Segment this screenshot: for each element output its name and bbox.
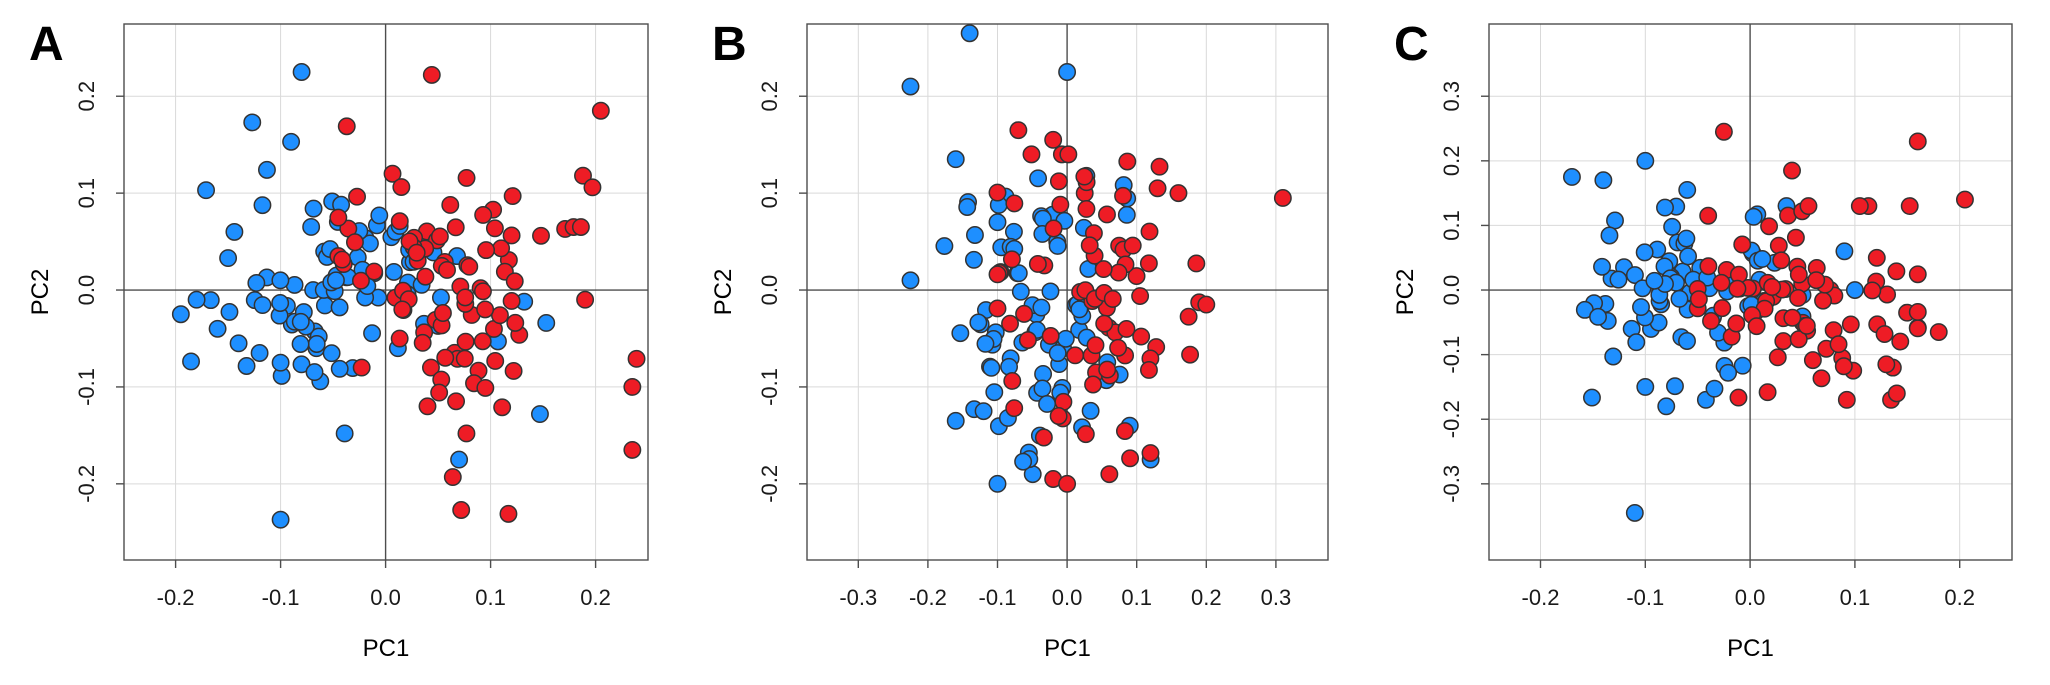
svg-text:0.1: 0.1 — [1840, 585, 1871, 610]
svg-text:0.2: 0.2 — [1944, 585, 1975, 610]
svg-text:PC1: PC1 — [1044, 635, 1091, 662]
svg-text:0.3: 0.3 — [1439, 81, 1464, 112]
svg-text:0.0: 0.0 — [1052, 585, 1083, 610]
svg-text:-0.1: -0.1 — [74, 368, 99, 406]
svg-text:-0.2: -0.2 — [1439, 400, 1464, 438]
svg-text:0.2: 0.2 — [1439, 146, 1464, 177]
svg-text:0.0: 0.0 — [74, 275, 99, 306]
svg-text:0.0: 0.0 — [757, 275, 782, 306]
svg-text:0.1: 0.1 — [1439, 210, 1464, 241]
svg-text:0.0: 0.0 — [1735, 585, 1766, 610]
svg-text:-0.3: -0.3 — [1439, 465, 1464, 503]
svg-text:A: A — [29, 18, 64, 71]
svg-text:B: B — [712, 18, 747, 71]
svg-text:PC2: PC2 — [710, 269, 737, 316]
svg-text:-0.1: -0.1 — [1626, 585, 1664, 610]
svg-text:-0.1: -0.1 — [979, 585, 1017, 610]
svg-text:PC2: PC2 — [1392, 269, 1419, 316]
svg-text:C: C — [1394, 18, 1429, 71]
svg-text:0.0: 0.0 — [370, 585, 401, 610]
svg-text:0.3: 0.3 — [1261, 585, 1292, 610]
svg-text:0.1: 0.1 — [1121, 585, 1152, 610]
svg-text:0.1: 0.1 — [475, 585, 506, 610]
svg-text:0.2: 0.2 — [757, 81, 782, 112]
svg-text:-0.2: -0.2 — [909, 585, 947, 610]
svg-text:-0.3: -0.3 — [839, 585, 877, 610]
svg-text:0.2: 0.2 — [580, 585, 611, 610]
svg-text:-0.2: -0.2 — [157, 585, 195, 610]
svg-text:-0.1: -0.1 — [262, 585, 300, 610]
svg-text:-0.1: -0.1 — [1439, 336, 1464, 374]
svg-text:PC1: PC1 — [1727, 635, 1774, 662]
svg-text:0.2: 0.2 — [74, 81, 99, 112]
svg-text:-0.2: -0.2 — [1522, 585, 1560, 610]
svg-text:PC1: PC1 — [363, 635, 410, 662]
svg-text:0.1: 0.1 — [757, 178, 782, 209]
svg-text:-0.2: -0.2 — [757, 465, 782, 503]
svg-text:-0.1: -0.1 — [757, 368, 782, 406]
svg-text:PC2: PC2 — [27, 269, 54, 316]
svg-text:-0.2: -0.2 — [74, 465, 99, 503]
svg-text:0.1: 0.1 — [74, 178, 99, 209]
svg-text:0.2: 0.2 — [1191, 585, 1222, 610]
svg-text:0.0: 0.0 — [1439, 275, 1464, 306]
